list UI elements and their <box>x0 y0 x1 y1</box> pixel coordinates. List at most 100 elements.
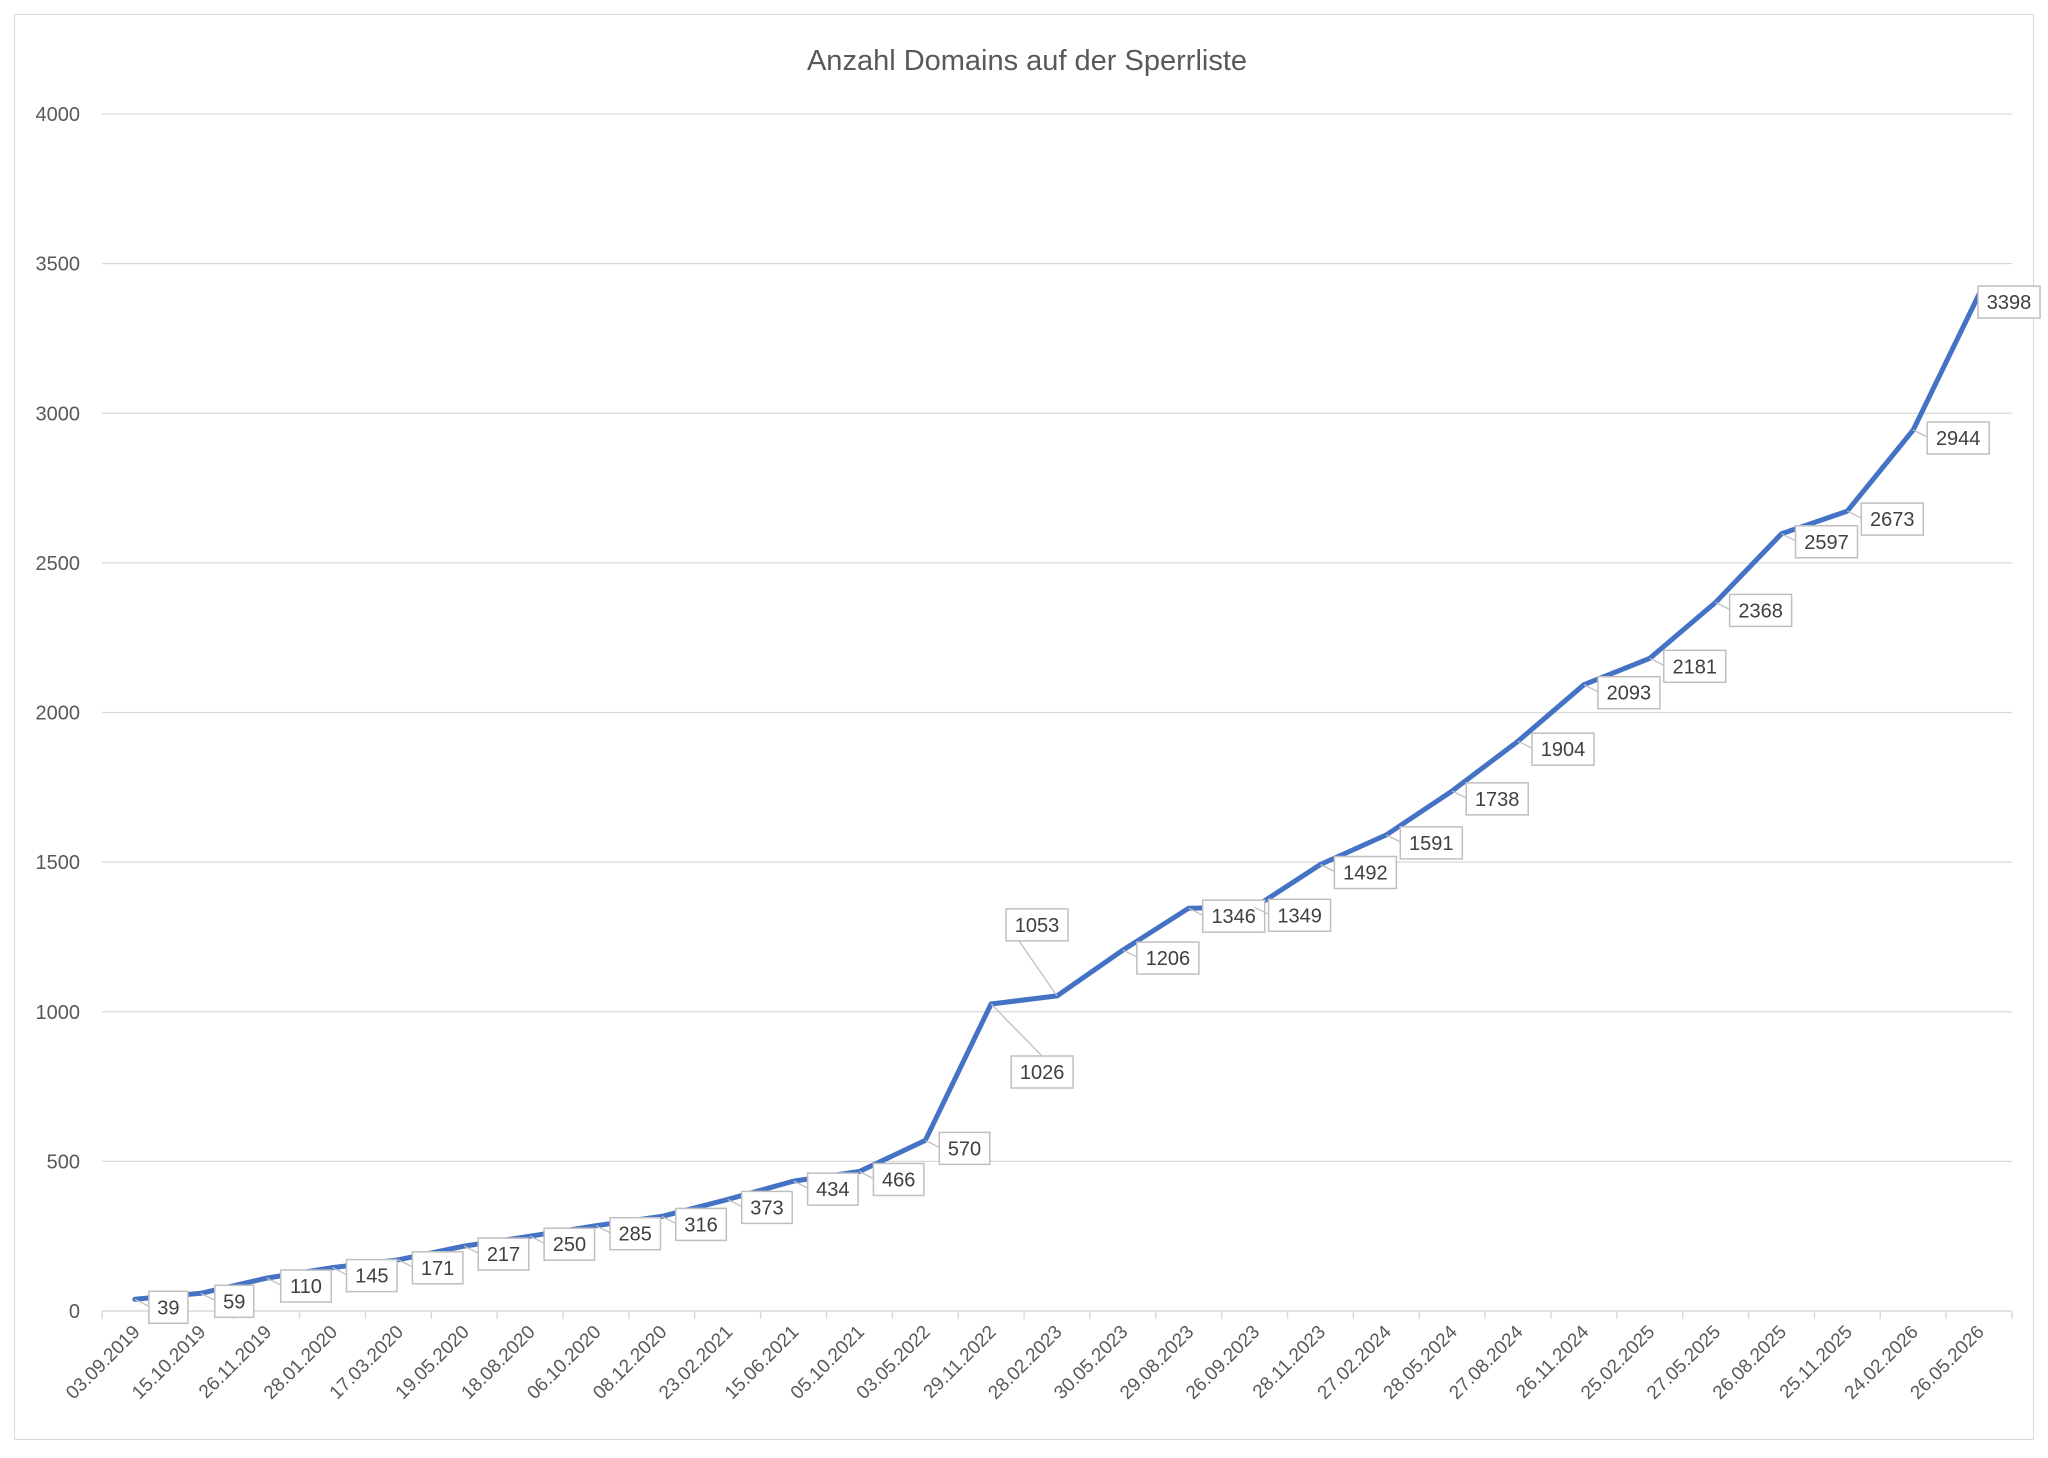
data-label-text: 1591 <box>1409 833 1454 855</box>
data-label: 110 <box>266 1269 332 1303</box>
data-label-box <box>1136 941 1200 975</box>
data-label-box <box>1977 285 2041 319</box>
data-label-text: 1904 <box>1541 739 1586 761</box>
data-label-box <box>477 1237 530 1271</box>
data-labels: 39 59 110 145 171 217 250 285 316 373 434 466 570 102… <box>134 285 2041 1325</box>
data-label-text: 434 <box>816 1179 849 1201</box>
data-label: 1738 <box>1451 782 1529 816</box>
data-label-text: 39 <box>157 1297 179 1319</box>
data-label-text: 1053 <box>1015 915 1060 937</box>
data-label-text: 1492 <box>1343 863 1388 885</box>
data-label-box <box>1794 525 1859 559</box>
data-label-box <box>411 1251 464 1285</box>
data-label-text: 3398 <box>1987 292 2032 314</box>
data-label-box <box>148 1290 189 1325</box>
data-label: 2093 <box>1583 675 1661 710</box>
data-label: 3398 <box>1977 285 2041 319</box>
data-label: 59 <box>200 1284 255 1319</box>
data-label-text: 316 <box>684 1214 717 1236</box>
data-label: 145 <box>332 1258 398 1293</box>
data-label-box <box>345 1258 398 1293</box>
data-label: 316 <box>661 1207 728 1242</box>
data-label-text: 2673 <box>1870 509 1915 531</box>
data-label-box <box>872 1162 925 1197</box>
data-label: 1053 <box>1005 908 1069 997</box>
data-label-text: 1026 <box>1020 1062 1065 1084</box>
y-tick-label: 0 <box>69 1301 80 1323</box>
y-tick-label: 500 <box>47 1151 80 1173</box>
data-label-box <box>1333 855 1398 890</box>
data-label-box <box>214 1284 255 1319</box>
y-tick-label: 2000 <box>36 703 81 725</box>
data-label-box <box>1860 502 1925 536</box>
gridlines <box>101 113 2013 1319</box>
data-label: 39 <box>134 1290 189 1325</box>
data-label: 2944 <box>1912 421 1990 455</box>
data-label: 250 <box>529 1227 596 1261</box>
y-axis-tick-labels: 0 500 1000 1500 2000 2500 3000 3500 4000 <box>36 104 81 1323</box>
data-label-box <box>1010 1055 1074 1089</box>
data-label-text: 145 <box>355 1266 388 1288</box>
data-label-text: 2181 <box>1673 656 1718 678</box>
data-label: 2368 <box>1715 593 1793 628</box>
data-label-box <box>1926 421 1990 455</box>
data-label-text: 1346 <box>1211 906 1256 928</box>
data-label: 285 <box>595 1216 662 1251</box>
data-label: 171 <box>398 1251 464 1285</box>
chart-title: Anzahl Domains auf der Sperrliste <box>807 45 1247 77</box>
data-label-box <box>938 1131 991 1166</box>
data-label-text: 1206 <box>1146 948 1191 970</box>
data-label: 373 <box>727 1190 793 1225</box>
data-label-box <box>609 1216 662 1251</box>
data-label-leader <box>990 1003 1043 1057</box>
data-label-text: 1738 <box>1475 789 1520 811</box>
data-label-text: 2944 <box>1936 428 1981 450</box>
data-label-box <box>279 1269 332 1303</box>
data-label-text: 570 <box>948 1138 981 1160</box>
data-label-box <box>1531 732 1595 766</box>
data-label: 217 <box>463 1237 530 1271</box>
y-tick-label: 4000 <box>36 104 81 126</box>
data-label-box <box>1201 899 1266 933</box>
data-label-box <box>543 1227 596 1261</box>
data-label-text: 2597 <box>1804 532 1849 554</box>
data-label: 1206 <box>1122 941 1200 975</box>
data-label-box <box>1663 649 1727 684</box>
data-label-text: 171 <box>421 1258 454 1280</box>
data-label-text: 2368 <box>1738 600 1783 622</box>
data-label-text: 59 <box>223 1291 245 1313</box>
data-label-text: 250 <box>553 1234 586 1256</box>
data-label-box <box>1005 908 1069 942</box>
y-tick-label: 3000 <box>36 403 81 425</box>
data-label-box <box>1267 898 1332 933</box>
data-label-box <box>1399 826 1464 860</box>
data-label: 434 <box>793 1172 859 1206</box>
data-label: 1904 <box>1517 732 1595 766</box>
data-label-box <box>1728 593 1793 628</box>
data-label-text: 1349 <box>1277 905 1322 927</box>
data-label-box <box>806 1172 859 1206</box>
data-label: 2673 <box>1847 502 1925 536</box>
data-label: 1492 <box>1320 855 1398 890</box>
data-label: 2181 <box>1649 649 1727 684</box>
data-label-text: 285 <box>619 1224 652 1246</box>
data-label-text: 466 <box>882 1170 915 1192</box>
y-tick-label: 1000 <box>36 1002 81 1024</box>
data-label-box <box>1597 675 1661 710</box>
y-tick-label: 1500 <box>36 852 81 874</box>
y-tick-label: 3500 <box>36 254 81 276</box>
series-line <box>132 291 1982 1302</box>
data-label-text: 2093 <box>1607 683 1652 705</box>
data-label: 466 <box>859 1162 925 1197</box>
data-label-text: 373 <box>750 1197 783 1219</box>
x-axis-tick-labels: 03.09.201915.10.201926.11.201928.01.2020… <box>62 1321 1988 1403</box>
data-label: 2597 <box>1781 525 1859 559</box>
data-label-text: 217 <box>487 1244 520 1266</box>
data-label-box <box>675 1207 728 1242</box>
y-tick-label: 2500 <box>36 553 81 575</box>
data-label: 1026 <box>990 1003 1074 1089</box>
data-label: 1591 <box>1386 826 1464 860</box>
chart-frame <box>14 14 2034 1440</box>
data-label: 570 <box>925 1131 991 1166</box>
